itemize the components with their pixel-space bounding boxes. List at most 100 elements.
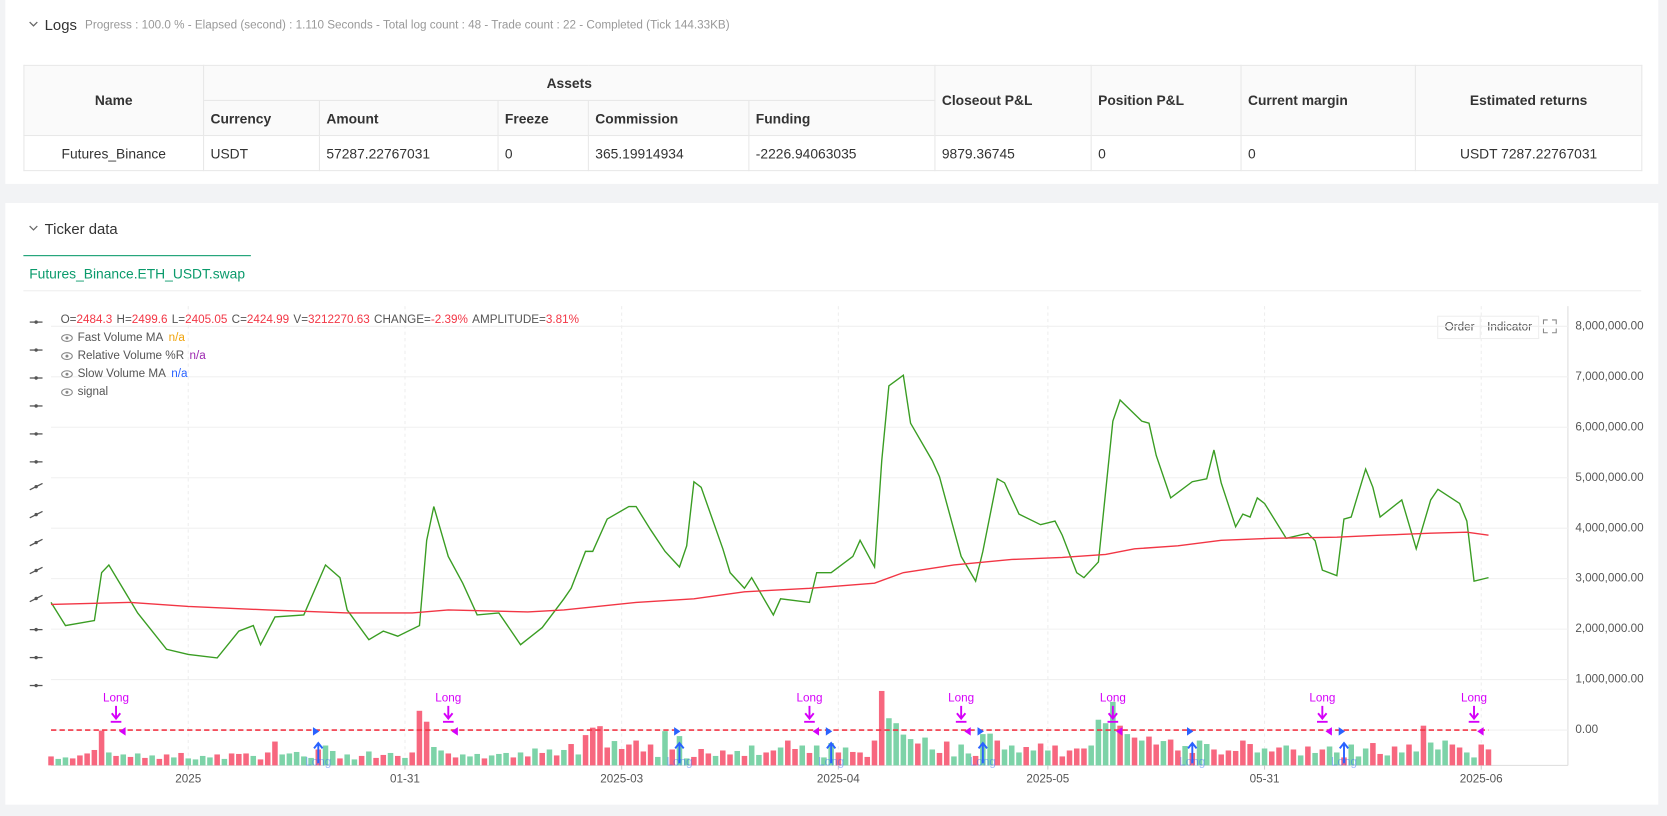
signal-arrow (674, 741, 685, 764)
table-cell: USDT 7287.22767031 (1414, 135, 1643, 172)
table-cell: 0 (1240, 135, 1416, 172)
legend-eye[interactable] (61, 334, 73, 342)
volume-bar (510, 757, 517, 766)
volume-bar (185, 758, 192, 766)
indicator-button[interactable]: Indicator (1479, 315, 1540, 340)
legend-entry: Slow Volume MA n/a (78, 367, 188, 380)
tool-icon-dot (34, 596, 38, 601)
x-tick-label: 2025-06 (1460, 772, 1503, 785)
x-tick-label: 01-31 (390, 772, 420, 785)
table-cell: 0 (1090, 135, 1242, 172)
volume-bar (575, 754, 582, 766)
volume-bar (915, 743, 921, 766)
volume-bar (647, 744, 654, 766)
ohlc-line: O=2484.3 H=2499.6 L=2405.05 C=2424.99 V=3212… (61, 313, 579, 326)
volume-bar (1464, 752, 1470, 766)
volume-bar (712, 755, 719, 766)
table-cell: USDT (203, 135, 320, 172)
signal-label: Long (1100, 691, 1126, 704)
volume-bar (1326, 746, 1333, 766)
legend-eye-pupil (65, 372, 69, 376)
ohlc-value: 3.81% (546, 313, 579, 326)
tool-icon-dot (34, 460, 38, 464)
volume-bar (134, 753, 141, 766)
volume-bar (1218, 754, 1224, 766)
legend-eye[interactable] (61, 370, 73, 379)
volume-bar (864, 756, 871, 766)
signal-triangle (119, 727, 126, 736)
volume-bar (366, 751, 372, 766)
signal-triangle (964, 727, 971, 736)
signal-triangle (977, 727, 984, 736)
ohlc-value: 2405.05 (185, 313, 228, 326)
volume-bar (748, 745, 755, 766)
ohlc-value: -2.39% (431, 313, 468, 326)
volume-bar (604, 747, 610, 766)
volume-bar (1456, 747, 1463, 766)
volume-bar (734, 750, 741, 766)
volume-bar (228, 753, 235, 766)
collapse-caret[interactable] (29, 223, 39, 233)
volume-bar (1261, 748, 1268, 766)
volume-bar (1297, 755, 1304, 766)
volume-bar (1073, 748, 1080, 766)
volume-bar (900, 734, 907, 766)
volume-bar (1348, 744, 1354, 766)
signal-arrow (1187, 741, 1198, 764)
ohlc-label: O= (61, 313, 77, 326)
collapse-caret[interactable] (29, 19, 39, 29)
legend-eye[interactable] (61, 352, 73, 361)
volume-bar (539, 752, 545, 766)
volume-bar (171, 757, 177, 766)
volume-bar (1413, 751, 1419, 766)
volume-bar (532, 748, 538, 766)
signal-arrow (313, 741, 324, 764)
volume-bar (1037, 743, 1044, 766)
legend-eye[interactable] (61, 388, 73, 397)
legend-name: Slow Volume MA (78, 367, 167, 380)
order-button[interactable]: Order (1437, 315, 1482, 340)
volume-bar (821, 757, 827, 766)
volume-bar (763, 752, 769, 766)
symbol-tab[interactable]: Futures_Binance.ETH_USDT.swap (23, 255, 251, 291)
volume-bar (358, 755, 365, 766)
volume-bar (1305, 746, 1311, 766)
legend-eye-pupil (65, 390, 69, 394)
volume-bar (850, 751, 856, 766)
signal-marker: Long (1461, 691, 1487, 736)
volume-bar (777, 747, 784, 766)
volume-bar (1225, 750, 1232, 766)
volume-bar (286, 753, 293, 766)
signal-label: Long (435, 691, 461, 704)
signal-triangle (1477, 727, 1484, 736)
volume-bar (1312, 752, 1318, 766)
ohlc-label: C= (232, 313, 247, 326)
y-tick-label: 2,000,000.00 (1575, 622, 1644, 635)
volume-bar (1167, 739, 1174, 766)
volume-bar (214, 754, 220, 766)
volume-bar (1124, 734, 1131, 766)
volume-bar (301, 756, 307, 766)
signal-marker: Long (1309, 691, 1335, 736)
signal-label: Long (818, 755, 844, 768)
volume-bar (192, 759, 199, 766)
table-cell: 0 (497, 135, 589, 172)
volume-bar (329, 750, 336, 766)
ohlc-label: H= (117, 313, 132, 326)
volume-bar (553, 755, 560, 766)
signal-arrow (110, 705, 122, 723)
signal-arrow (955, 705, 967, 723)
tab-divider (23, 290, 1642, 292)
tool-icon-dot (34, 568, 38, 573)
tool-icon-dot (34, 655, 38, 660)
volume-bar (1471, 757, 1477, 766)
volume-bar (1362, 748, 1369, 766)
signal-label: Long (1331, 755, 1357, 768)
volume-bar (655, 756, 661, 766)
signal-marker: Long (818, 727, 844, 768)
volume-bar (431, 747, 437, 766)
volume-bar (452, 757, 459, 766)
volume-bar (662, 731, 668, 766)
ohlc-label: AMPLITUDE= (472, 313, 546, 326)
